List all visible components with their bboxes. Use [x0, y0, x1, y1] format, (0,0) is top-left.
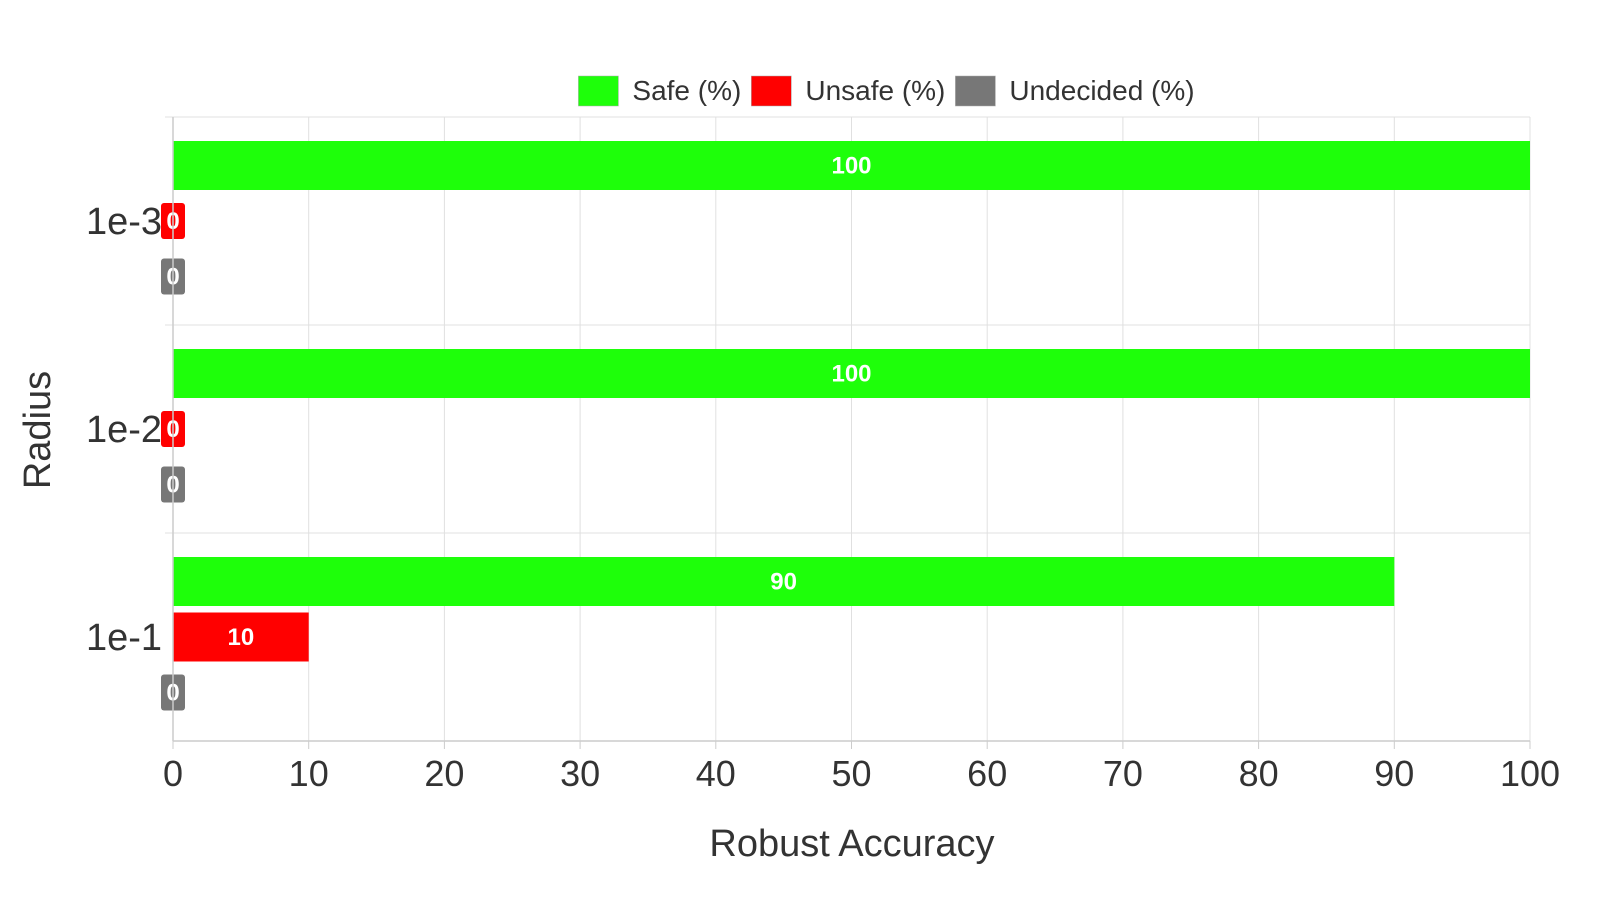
legend-label: Unsafe (%) [805, 75, 945, 106]
legend: Safe (%) Unsafe (%) Undecided (%) [578, 75, 1195, 107]
x-tick-labels: 0 10 20 30 40 50 60 70 80 90 100 [163, 753, 1560, 794]
bar [173, 349, 1530, 398]
y-category-label: 1e-1 [86, 617, 162, 659]
legend-item: Undecided (%) [955, 75, 1195, 107]
data-label: 90 [770, 569, 797, 596]
bar [173, 557, 1395, 606]
x-tick-label: 50 [831, 753, 871, 794]
x-tick-label: 100 [1500, 753, 1560, 794]
legend-item: Safe (%) [578, 75, 741, 107]
data-label: 100 [831, 153, 871, 180]
y-category-label: 1e-2 [86, 409, 162, 451]
x-tick-label: 0 [163, 753, 183, 794]
x-tick-label: 40 [696, 753, 736, 794]
legend-label: Undecided (%) [1009, 75, 1194, 106]
y-category-label: 1e-3 [86, 201, 162, 243]
legend-swatch [578, 75, 619, 107]
x-tick-label: 10 [289, 753, 329, 794]
data-label: 100 [831, 361, 871, 388]
legend-label: Safe (%) [632, 75, 741, 106]
x-tick-label: 60 [967, 753, 1007, 794]
x-tick-label: 30 [560, 753, 600, 794]
data-label: 10 [227, 624, 254, 651]
legend-item: Unsafe (%) [751, 75, 945, 107]
legend-swatch [955, 75, 996, 107]
grid-lines [165, 116, 1531, 741]
bar [173, 141, 1530, 190]
x-tick-label: 70 [1103, 753, 1143, 794]
x-tick-label: 90 [1374, 753, 1414, 794]
y-axis-title: Radius [17, 371, 59, 489]
x-tick-label: 20 [424, 753, 464, 794]
y-category-labels: 1e-3 1e-2 1e-1 [86, 201, 162, 659]
x-tick-label: 80 [1239, 753, 1279, 794]
axes [172, 117, 1531, 749]
bar [173, 612, 309, 662]
x-axis-title: Robust Accuracy [709, 823, 994, 865]
legend-swatch [751, 75, 792, 107]
